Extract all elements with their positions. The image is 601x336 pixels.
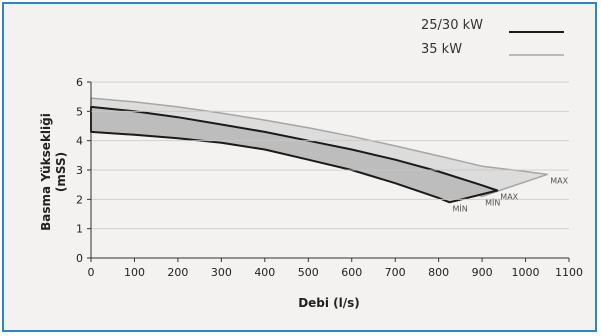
legend-label-35kw: 35 kW (421, 42, 462, 57)
band-25-30-kw (90, 105, 499, 204)
x-tick-label-700: 700 (385, 266, 406, 279)
y-axis-title-line1: Basma Yüksekliği (39, 113, 53, 231)
y-tick-label-4: 4 (76, 135, 83, 148)
x-tick-label-300: 300 (211, 266, 232, 279)
y-tick-label-6: 6 (76, 76, 83, 89)
x-tick-label-1000: 1000 (512, 266, 540, 279)
axes: 0 100 200 300 400 500 600 700 800 900 1000 1100 0 1 2 3… (76, 76, 583, 279)
x-tick-label-500: 500 (298, 266, 319, 279)
end-label-max-25-30-kw: MAX (500, 193, 518, 202)
x-tick-label-900: 900 (472, 266, 493, 279)
x-axis-title: Debi (l/s) (298, 296, 360, 310)
x-tick-label-600: 600 (341, 266, 362, 279)
x-tick-label-800: 800 (428, 266, 449, 279)
end-label-min-35-kw: MİN (485, 197, 500, 207)
x-tick-label-1100: 1100 (555, 266, 583, 279)
y-tick-label-2: 2 (76, 193, 83, 206)
y-tick-label-0: 0 (76, 252, 83, 265)
x-tick-label-100: 100 (124, 266, 145, 279)
y-grid (91, 81, 569, 230)
chart-frame (2, 2, 597, 332)
y-axis-title-line2: (mSS) (54, 152, 68, 192)
end-label-max-35-kw: MAX (550, 176, 568, 185)
x-tick-label-0: 0 (88, 266, 95, 279)
legend-label-25-30kw: 25/30 kW (421, 18, 483, 33)
y-tick-label-3: 3 (76, 164, 83, 177)
curve-bands (90, 97, 549, 204)
end-label-min-25-30-kw: MİN (453, 203, 468, 213)
x-tick-label-200: 200 (167, 266, 188, 279)
y-tick-label-5: 5 (76, 105, 83, 118)
x-tick-label-400: 400 (254, 266, 275, 279)
legend: 25/30 kW 35 kW (421, 18, 564, 57)
y-tick-label-1: 1 (76, 223, 83, 236)
